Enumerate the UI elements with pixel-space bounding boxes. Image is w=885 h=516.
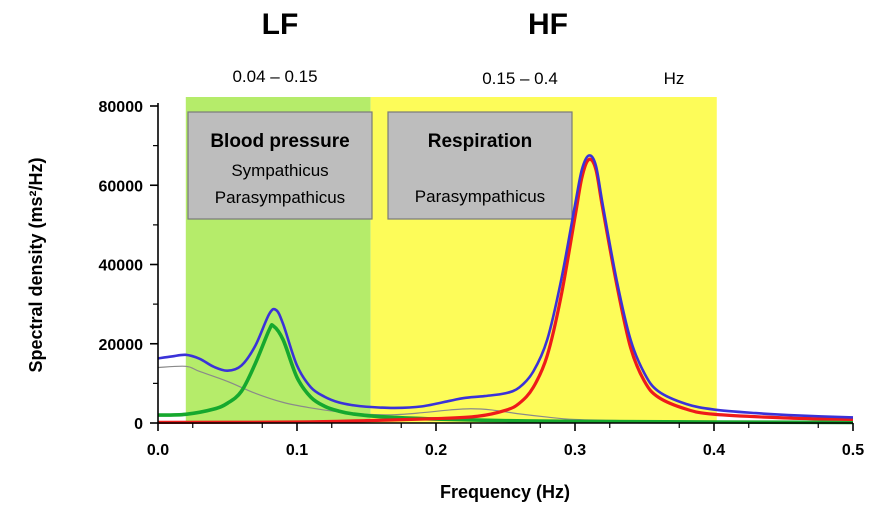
lf-range-label: 0.04 – 0.15 [232,67,317,86]
lf-component-line [157,322,854,425]
series-layer [157,154,854,425]
hf-box-title: Respiration [428,131,533,152]
lf-annotation-box: Blood pressure Sympathicus Parasympathic… [187,111,373,220]
x-axis-title: Frequency (Hz) [440,482,570,502]
x-tick-label: 0.1 [286,442,308,459]
y-axis-title: Spectral density (ms²/Hz) [26,157,46,372]
y-tick-label: 20000 [99,337,144,354]
axes [157,103,853,424]
hf-range-label: 0.15 – 0.4 [482,69,558,88]
y-tick-label: 80000 [99,99,144,116]
lf-box-title: Blood pressure [210,131,349,152]
y-tick-label: 60000 [99,178,144,195]
hf-box-line-1: Parasympathicus [415,187,545,206]
lf-band-title: LF [262,8,299,41]
y-tick-label: 40000 [99,258,144,275]
lf-box-line-2: Parasympathicus [215,188,345,207]
x-tick-label: 0.4 [703,442,725,459]
y-tick-label: 0 [134,416,143,433]
hf-component-line [157,157,854,425]
lf-box-line-1: Sympathicus [231,161,328,180]
x-tick-label: 0.5 [842,442,864,459]
x-tick-label: 0.2 [425,442,447,459]
total-spectrum-line [157,154,854,419]
hf-band-title: HF [528,8,568,41]
ticks: 0.0 0.1 0.2 0.3 0.4 0.5 0 20000 40000 60000 80000 [99,99,865,459]
unit-label: Hz [664,69,685,88]
hf-annotation-box: Respiration Parasympathicus [387,111,573,220]
x-tick-label: 0.0 [147,442,169,459]
x-tick-label: 0.3 [564,442,586,459]
